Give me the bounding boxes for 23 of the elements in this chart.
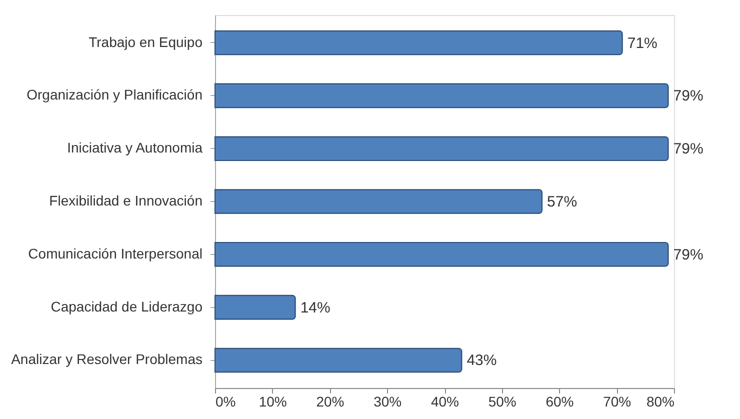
x-tick-label: 30% (374, 394, 402, 410)
x-tick-label: 70% (603, 394, 632, 410)
data-label: 71% (627, 34, 658, 52)
x-tick-label: 10% (258, 394, 287, 410)
y-tick-label: Iniciativa y Autonomia (67, 140, 203, 156)
x-tick-label: 0% (216, 394, 236, 410)
x-tick-label: 40% (430, 394, 460, 410)
x-tick-label: 20% (316, 394, 344, 410)
x-tick-label: 60% (546, 394, 574, 410)
y-tick-label: Capacidad de Liderazgo (50, 298, 203, 314)
y-tick-label: Organización y Planificación (26, 86, 202, 103)
data-label: 79% (673, 88, 704, 105)
data-label: 14% (300, 299, 330, 316)
x-tick-label: 50% (488, 394, 516, 410)
data-label: 79% (673, 246, 704, 264)
x-tick-label: 80% (646, 394, 674, 410)
y-tick-label: Analizar y Resolver Problemas (11, 351, 202, 368)
y-tick-label: Trabajo en Equipo (88, 34, 203, 50)
y-tick-label: Flexibilidad e Innovación (49, 192, 202, 208)
data-label: 57% (547, 194, 578, 210)
y-tick-label: Comunicación Interpersonal (28, 245, 202, 262)
data-label: 43% (466, 352, 497, 370)
data-label: 79% (673, 140, 704, 158)
